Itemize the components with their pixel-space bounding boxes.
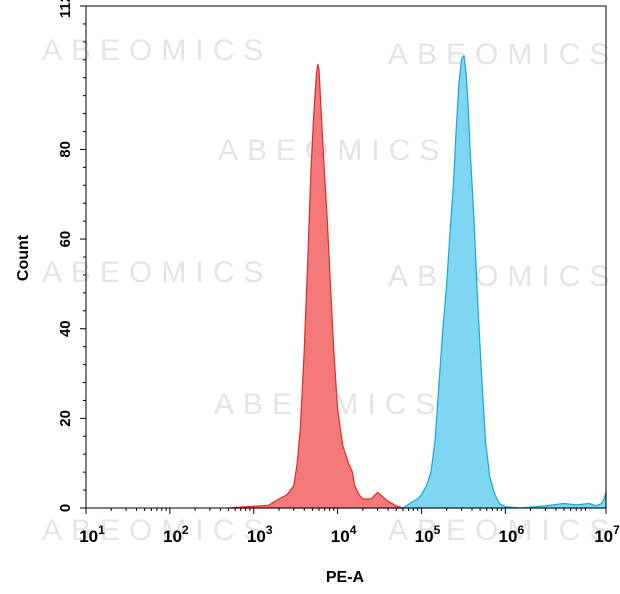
y-axis: 0 20 40 60 80 112 <box>57 0 86 512</box>
y-tick-label: 80 <box>57 141 74 158</box>
watermark-text: ABEOMICS <box>388 260 618 293</box>
y-tick-label: 112 <box>57 0 74 18</box>
y-tick-label: 20 <box>57 410 74 427</box>
x-tick-label: 104 <box>331 523 357 546</box>
series-layer <box>227 54 607 509</box>
x-tick-label: 106 <box>499 523 525 546</box>
x-tick-label: 103 <box>247 523 273 546</box>
watermark-layer: ABEOMICS ABEOMICS ABEOMICS ABEOMICS ABEOMICS… <box>42 34 618 547</box>
y-tick-label: 0 <box>57 504 74 512</box>
watermark-text: ABEOMICS <box>218 134 448 167</box>
y-axis-title: Count <box>15 234 32 281</box>
x-tick-label: 105 <box>415 523 441 546</box>
watermark-text: ABEOMICS <box>388 38 618 71</box>
y-tick-label: 60 <box>57 231 74 248</box>
y-tick-label: 40 <box>57 320 74 337</box>
watermark-text: ABEOMICS <box>388 514 618 547</box>
x-tick-label: 101 <box>79 523 105 546</box>
x-axis-title: PE-A <box>326 569 365 586</box>
x-tick-label: 102 <box>163 523 189 546</box>
histogram-series-1 <box>227 63 404 509</box>
watermark-text: ABEOMICS <box>42 514 272 547</box>
watermark-text: ABEOMICS <box>42 256 272 289</box>
histogram-series-2 <box>402 54 607 509</box>
watermark-text: ABEOMICS <box>42 34 272 67</box>
x-tick-label: 107.2 <box>594 523 620 546</box>
x-axis: 101 102 103 104 105 106 107.2 <box>79 508 620 546</box>
